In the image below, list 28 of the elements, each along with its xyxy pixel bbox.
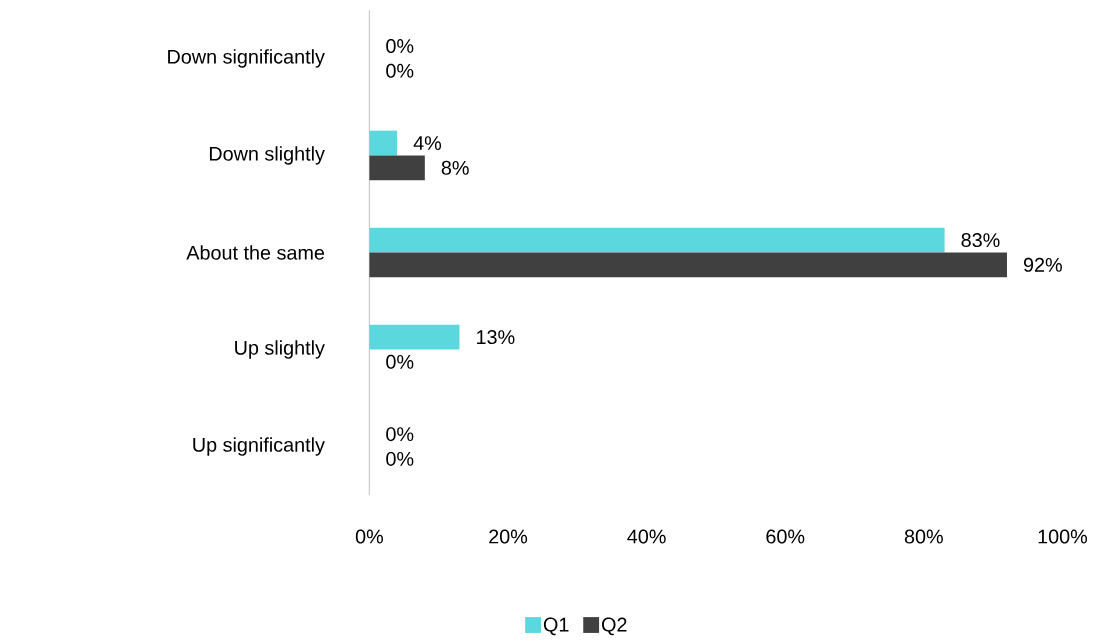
x-tick-label: 80% xyxy=(904,529,943,544)
data-label: 0% xyxy=(386,355,414,370)
y-tick-label: Down significantly xyxy=(168,49,325,68)
data-label: 13% xyxy=(477,330,515,345)
x-tick-label: 0% xyxy=(355,529,383,544)
bar xyxy=(369,227,945,253)
data-label: 83% xyxy=(961,233,1000,248)
data-label: 8% xyxy=(441,161,469,176)
data-label: 0% xyxy=(386,427,414,442)
x-tick-label: 100% xyxy=(1038,529,1088,544)
y-tick-label: Up slightly xyxy=(235,340,325,359)
bar xyxy=(369,252,1007,278)
data-label: 0% xyxy=(386,64,414,79)
data-label: 92% xyxy=(1023,258,1062,273)
bar xyxy=(369,130,398,156)
x-tick-label: 60% xyxy=(766,529,805,544)
y-tick-label: About the same xyxy=(186,245,325,260)
x-tick-label: 20% xyxy=(489,529,528,544)
bar xyxy=(369,324,460,350)
data-label: 0% xyxy=(386,39,414,54)
x-tick-label: 40% xyxy=(627,529,666,544)
data-label: 4% xyxy=(413,136,442,151)
legend-label: Q1 xyxy=(543,617,569,636)
y-tick-label: Up significantly xyxy=(193,437,325,456)
y-tick-label: Down slightly xyxy=(209,146,325,165)
bar xyxy=(369,155,425,181)
data-label: 0% xyxy=(386,452,414,467)
legend-label: Q2 xyxy=(602,617,627,636)
